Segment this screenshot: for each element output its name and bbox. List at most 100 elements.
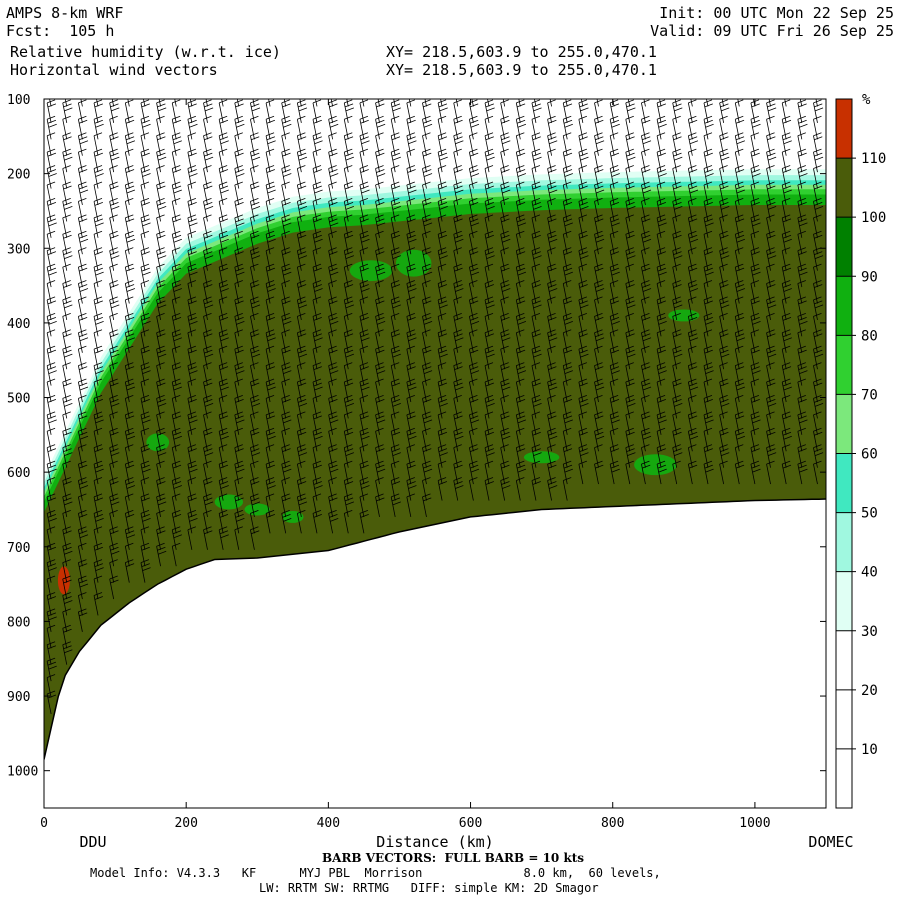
barb-flag <box>46 296 56 301</box>
barb-flag <box>766 99 775 104</box>
barb-flag <box>235 448 244 453</box>
barb-flag <box>46 99 56 104</box>
barb-staff <box>265 299 271 320</box>
barb-flag <box>265 296 275 301</box>
barb-flag <box>203 115 212 120</box>
wind-barb <box>171 460 182 485</box>
barb-flag <box>251 103 260 108</box>
wind-barb <box>203 378 213 403</box>
barb-staff <box>124 414 130 435</box>
barb-flag <box>172 115 181 120</box>
barb-staff <box>641 102 646 123</box>
barb-flag <box>157 448 166 453</box>
barb-flag <box>47 661 57 666</box>
wind-barb <box>156 247 167 271</box>
wind-barb <box>362 99 365 107</box>
wind-barb <box>437 115 447 140</box>
barb-flag <box>282 251 291 256</box>
wind-barb <box>281 247 291 271</box>
barb-flag <box>47 464 57 469</box>
wind-barb <box>250 132 260 156</box>
barb-flag <box>157 349 166 354</box>
barb-staff <box>156 316 161 337</box>
wind-barb <box>234 362 245 386</box>
barb-flag <box>298 103 307 108</box>
wind-barb <box>171 444 181 468</box>
wind-barb <box>281 214 292 238</box>
barb-staff <box>518 99 521 107</box>
barb-flag <box>125 230 134 235</box>
barb-flag <box>236 468 245 473</box>
barb-flag <box>204 497 213 502</box>
wind-barb <box>375 115 386 140</box>
wind-barb <box>672 148 683 173</box>
wind-barb <box>328 115 339 140</box>
barb-flag <box>64 304 73 309</box>
barb-flag <box>156 329 165 334</box>
barb-staff <box>77 217 83 238</box>
barb-staff <box>77 496 83 518</box>
barb-flag <box>250 329 259 334</box>
barb-flag <box>62 444 71 449</box>
barb-staff <box>250 349 255 370</box>
barb-staff <box>156 135 161 156</box>
barb-flag <box>626 83 634 86</box>
wind-barb <box>156 526 166 550</box>
wind-barb <box>250 148 261 173</box>
barb-flag <box>265 132 275 137</box>
wind-barb <box>77 427 89 452</box>
barb-flag <box>250 247 259 252</box>
barb-flag <box>172 214 181 219</box>
barb-staff <box>578 119 584 140</box>
barb-flag <box>64 353 73 358</box>
barb-flag <box>719 132 728 137</box>
barb-flag <box>46 115 56 120</box>
wind-barb <box>218 460 229 485</box>
barb-flag <box>63 234 72 239</box>
barb-staff <box>156 266 161 288</box>
barb-flag <box>392 156 401 161</box>
barb-flag <box>625 165 634 169</box>
barb-flag <box>377 173 386 177</box>
barb-flag <box>79 337 89 342</box>
wind-barb <box>140 312 151 337</box>
barb-flag <box>140 427 150 432</box>
barb-flag <box>125 198 134 202</box>
barb-flag <box>391 83 399 86</box>
barb-flag <box>235 152 244 157</box>
barb-flag <box>109 296 118 301</box>
barb-staff <box>218 349 224 370</box>
barb-staff <box>140 283 146 304</box>
barb-flag <box>78 296 87 301</box>
barb-flag <box>79 563 88 567</box>
wind-barb <box>641 148 650 173</box>
barb-flag <box>141 497 150 502</box>
barb-flag <box>187 296 197 301</box>
barb-flag <box>125 329 134 334</box>
wind-barb <box>359 115 369 140</box>
barb-flag <box>219 230 228 235</box>
wind-barb <box>265 230 276 255</box>
barb-flag <box>329 103 338 108</box>
barb-flag <box>203 230 212 235</box>
barb-flag <box>234 477 243 481</box>
barb-flag <box>689 87 697 90</box>
barb-flag <box>251 481 260 485</box>
wind-barb <box>62 477 72 501</box>
barb-staff <box>187 480 193 501</box>
barb-flag <box>47 563 57 567</box>
barb-staff <box>484 119 490 140</box>
barb-flag <box>282 202 291 206</box>
wind-barb <box>93 132 103 156</box>
wind-barb <box>547 148 556 173</box>
barb-staff <box>250 266 255 288</box>
wind-barb <box>703 132 713 156</box>
barb-flag <box>46 280 56 284</box>
barb-flag <box>156 148 165 153</box>
barb-flag <box>110 431 119 436</box>
barb-staff <box>140 480 146 501</box>
barb-staff <box>437 119 443 140</box>
wind-barb <box>315 99 318 107</box>
wind-barb <box>171 280 182 304</box>
wind-barb <box>46 674 56 698</box>
